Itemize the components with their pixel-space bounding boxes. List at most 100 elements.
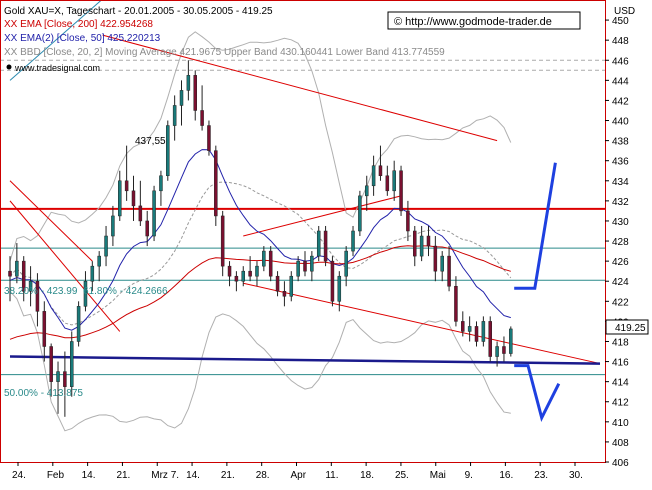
- candle-body: [419, 235, 424, 257]
- candle-body: [351, 230, 355, 252]
- x-tick-label: 9.: [465, 470, 473, 481]
- candle-body: [159, 175, 163, 192]
- candle-body: [35, 280, 40, 312]
- axis-layer: 4064084104124144164184204224244264284304…: [0, 0, 629, 481]
- y-tick-label: 406: [612, 458, 629, 469]
- candle-body: [83, 280, 88, 307]
- candle-body: [111, 215, 115, 237]
- legend-ema200: XX EMA [Close, 200] 422.954268: [4, 19, 153, 30]
- candle-body: [495, 346, 499, 357]
- trendline: [9, 200, 121, 332]
- annotation-fib-618: 61.80% - 424.2666: [83, 286, 168, 297]
- trendline: [9, 180, 93, 262]
- annotation-fib-50: 50.00% - 413.875: [4, 388, 83, 399]
- x-tick-label: Mai: [430, 470, 446, 481]
- last-price-box: [605, 319, 649, 335]
- candle-body: [124, 180, 129, 192]
- candle-body: [488, 321, 492, 357]
- candle-body: [90, 265, 95, 282]
- legend-ema50: XX EMA(2) [Close, 50] 425.220213: [4, 33, 161, 44]
- candle-body: [186, 75, 191, 91]
- copyright-box[interactable]: [387, 11, 581, 30]
- candle-body: [433, 245, 438, 272]
- logo-text: www.tradesignal.com: [14, 63, 100, 73]
- x-tick-label: 18.: [360, 470, 374, 481]
- candle-body: [426, 235, 431, 247]
- y-tick-label: 416: [612, 358, 629, 369]
- y-tick-label: 408: [612, 438, 629, 449]
- candle-body: [467, 326, 472, 332]
- candle-body: [296, 260, 300, 277]
- x-tick-label: Mrz 7.: [151, 470, 179, 481]
- projection-down-path: [514, 364, 561, 423]
- candle-body: [440, 255, 444, 272]
- candle-body: [104, 235, 108, 257]
- candle-body: [323, 230, 328, 262]
- y-tick-label: 446: [612, 56, 629, 67]
- candle-body: [200, 110, 204, 126]
- candle-body: [316, 230, 321, 257]
- candle-body: [385, 175, 390, 192]
- ema50-line: [9, 149, 511, 331]
- y-tick-label: 426: [612, 257, 629, 268]
- trendline: [243, 282, 601, 365]
- candle-body: [28, 280, 33, 292]
- candle-body: [289, 275, 294, 297]
- candle-body: [97, 255, 101, 267]
- bollinger-mid: [9, 181, 512, 326]
- candle-body: [344, 250, 348, 277]
- plot-frame: [0, 0, 606, 463]
- candle-body: [207, 125, 211, 151]
- y-tick-label: 440: [612, 117, 629, 128]
- candle-body: [166, 125, 170, 177]
- x-tick-label: 24.: [12, 470, 26, 481]
- candle-body: [241, 270, 246, 282]
- candle-body: [15, 260, 19, 277]
- x-tick-label: 25.: [395, 470, 409, 481]
- candle-body: [76, 306, 81, 342]
- candle-body: [364, 185, 369, 197]
- x-tick-label: 23.: [534, 470, 548, 481]
- trendline: [9, 355, 601, 365]
- x-tick-label: 30.: [569, 470, 583, 481]
- y-tick-label: 428: [612, 237, 629, 248]
- candle-body: [378, 165, 383, 177]
- candle-body: [234, 275, 239, 282]
- candle-body: [413, 230, 417, 257]
- candle-body: [8, 270, 12, 277]
- y-tick-label: 450: [612, 16, 629, 27]
- candle-body: [152, 190, 156, 237]
- candle-body: [399, 170, 403, 212]
- bollinger-lower: [9, 290, 511, 432]
- x-tick-label: 21.: [221, 470, 235, 481]
- trendline: [243, 195, 402, 237]
- candle-body: [56, 371, 60, 382]
- y-tick-label: 422: [612, 297, 629, 308]
- candle-body: [358, 195, 362, 232]
- x-tick-label: 14.: [82, 470, 96, 481]
- annotation-fib-382: 38.20% - 423.99: [4, 286, 78, 297]
- candle-body: [303, 260, 307, 272]
- candle-body: [179, 90, 184, 106]
- candle-body: [454, 285, 458, 322]
- y-tick-label: 438: [612, 137, 629, 148]
- candle-body: [63, 371, 67, 387]
- logo-icon: [6, 64, 12, 70]
- copyright-link[interactable]: © http://www.godmode-trader.de: [394, 16, 552, 28]
- y-tick-label: 424: [612, 277, 629, 288]
- candle-body: [268, 250, 273, 277]
- annotation-layer: [514, 162, 561, 423]
- y-tick-label: 448: [612, 36, 629, 47]
- candle-body: [193, 75, 197, 111]
- candle-body: [275, 275, 280, 292]
- candle-body: [49, 346, 53, 382]
- candle-body: [461, 321, 465, 332]
- last-price-label: 419.25: [615, 323, 646, 334]
- candle-body: [392, 170, 396, 192]
- candle-body: [310, 255, 314, 272]
- bollinger-layer: [9, 31, 512, 432]
- candle-body: [447, 255, 451, 287]
- y-tick-label: 430: [612, 217, 629, 228]
- candle-body: [138, 205, 143, 222]
